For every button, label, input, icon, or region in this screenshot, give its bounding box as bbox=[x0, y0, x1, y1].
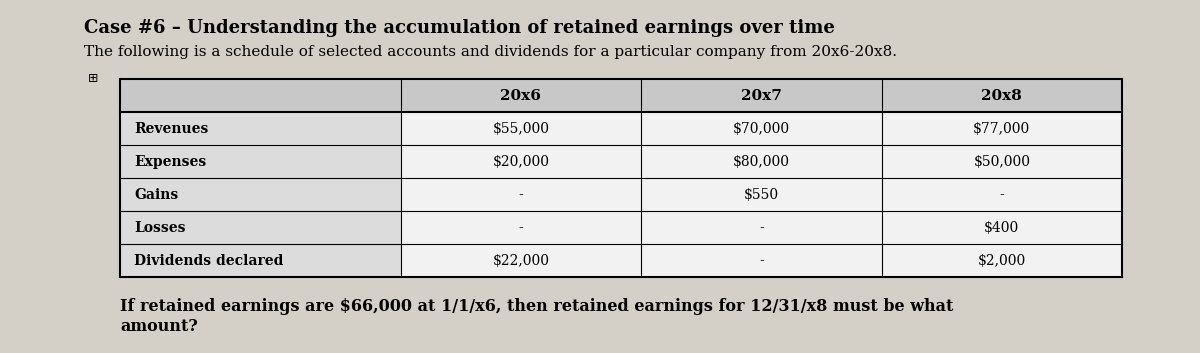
Bar bbox=[641, 178, 882, 211]
Text: If retained earnings are $66,000 at 1/1/x6, then retained earnings for 12/31/x8 : If retained earnings are $66,000 at 1/1/… bbox=[120, 298, 953, 335]
Text: $550: $550 bbox=[744, 188, 779, 202]
Bar bbox=[882, 211, 1122, 244]
Bar bbox=[882, 112, 1122, 145]
Text: ⊞: ⊞ bbox=[88, 72, 98, 85]
Text: Losses: Losses bbox=[134, 221, 186, 235]
Bar bbox=[120, 145, 401, 178]
Text: $2,000: $2,000 bbox=[978, 254, 1026, 268]
Bar bbox=[401, 244, 641, 277]
Text: $77,000: $77,000 bbox=[973, 122, 1031, 136]
Bar bbox=[401, 112, 641, 145]
Text: -: - bbox=[1000, 188, 1004, 202]
Bar bbox=[120, 79, 401, 112]
Bar bbox=[641, 244, 882, 277]
Bar bbox=[641, 112, 882, 145]
Bar bbox=[401, 178, 641, 211]
Text: $55,000: $55,000 bbox=[492, 122, 550, 136]
Text: -: - bbox=[518, 188, 523, 202]
Text: $50,000: $50,000 bbox=[973, 155, 1031, 169]
Text: $400: $400 bbox=[984, 221, 1019, 235]
Text: -: - bbox=[758, 221, 763, 235]
Bar bbox=[120, 112, 401, 145]
Text: $80,000: $80,000 bbox=[733, 155, 790, 169]
Text: $20,000: $20,000 bbox=[492, 155, 550, 169]
Bar bbox=[882, 244, 1122, 277]
Text: The following is a schedule of selected accounts and dividends for a particular : The following is a schedule of selected … bbox=[84, 45, 898, 59]
Text: $70,000: $70,000 bbox=[733, 122, 790, 136]
Text: Revenues: Revenues bbox=[134, 122, 209, 136]
Text: 20x8: 20x8 bbox=[982, 89, 1022, 103]
Bar bbox=[882, 79, 1122, 112]
Text: Dividends declared: Dividends declared bbox=[134, 254, 283, 268]
Text: 20x7: 20x7 bbox=[740, 89, 781, 103]
Bar bbox=[401, 211, 641, 244]
Text: 20x6: 20x6 bbox=[500, 89, 541, 103]
Bar bbox=[120, 178, 401, 211]
Bar bbox=[120, 244, 401, 277]
Text: Expenses: Expenses bbox=[134, 155, 206, 169]
Bar bbox=[641, 79, 882, 112]
Bar bbox=[401, 145, 641, 178]
Bar bbox=[401, 79, 641, 112]
Text: -: - bbox=[758, 254, 763, 268]
Text: Case #6 – Understanding the accumulation of retained earnings over time: Case #6 – Understanding the accumulation… bbox=[84, 19, 835, 37]
Text: Gains: Gains bbox=[134, 188, 179, 202]
Bar bbox=[120, 211, 401, 244]
Text: $22,000: $22,000 bbox=[492, 254, 550, 268]
Text: -: - bbox=[518, 221, 523, 235]
Bar bbox=[641, 145, 882, 178]
Bar bbox=[882, 145, 1122, 178]
Bar bbox=[641, 211, 882, 244]
Bar bbox=[882, 178, 1122, 211]
